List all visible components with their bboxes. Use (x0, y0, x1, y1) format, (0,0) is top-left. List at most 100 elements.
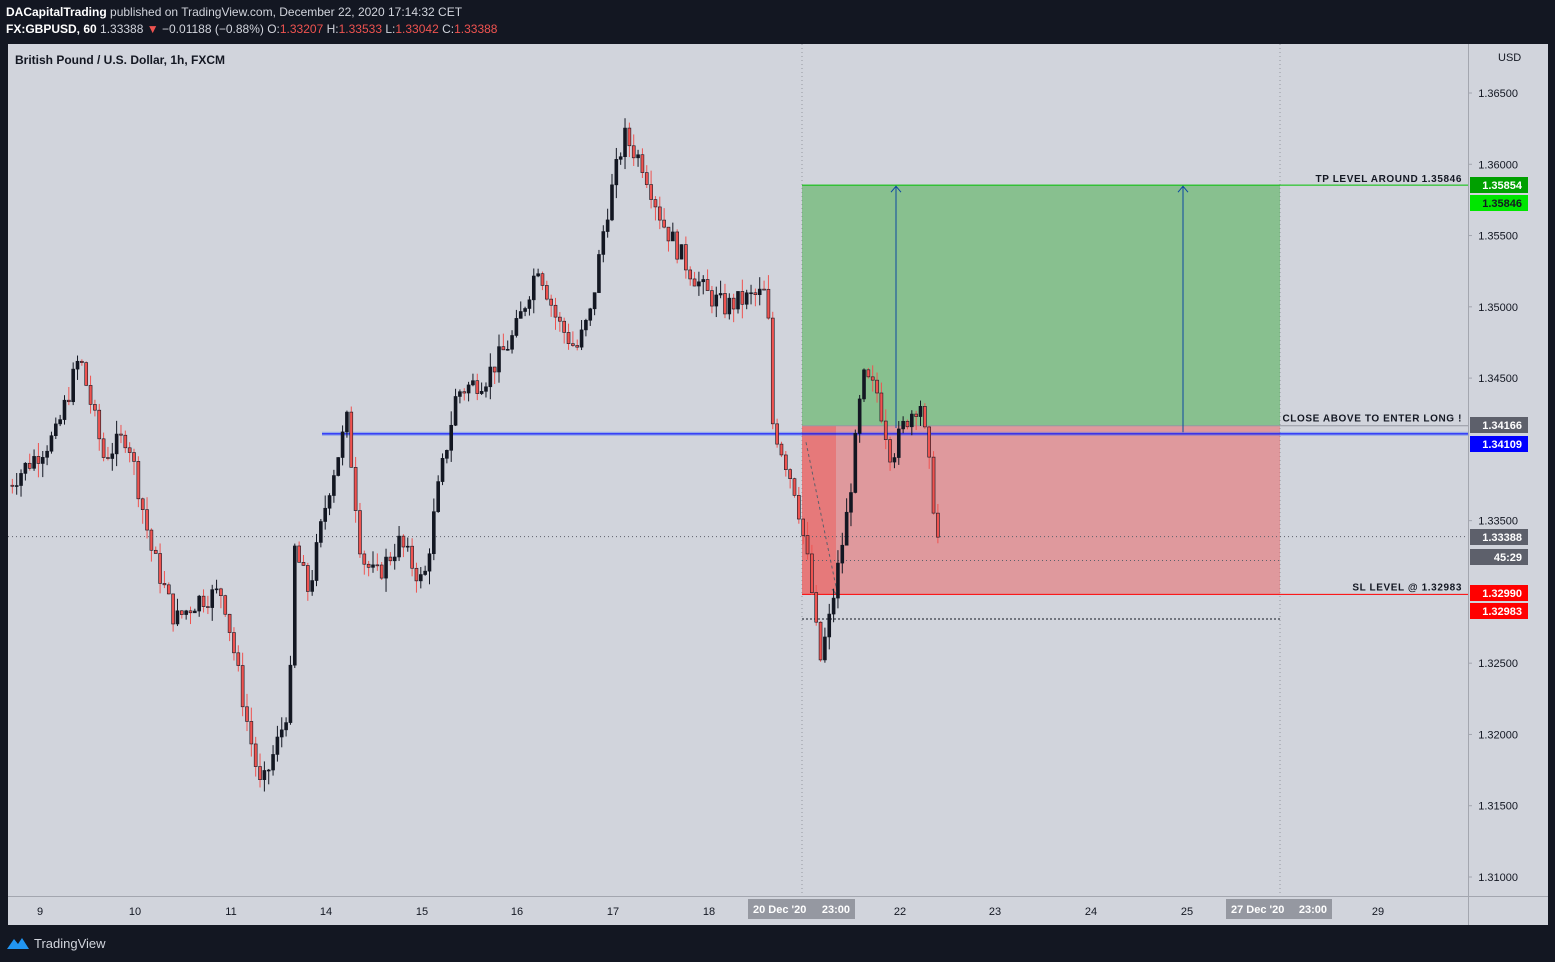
candle-body (723, 293, 727, 315)
candle-body (901, 420, 905, 430)
candle-body (236, 652, 241, 666)
candle-body (297, 545, 301, 563)
candle-body (145, 509, 149, 531)
candle-body (740, 291, 745, 305)
candle-body (392, 556, 397, 562)
currency-label: USD (1498, 52, 1522, 64)
candle-body (766, 288, 771, 319)
publisher-name[interactable]: DACapitalTrading (6, 5, 107, 19)
candle-body (336, 457, 341, 476)
candle-body (505, 348, 510, 351)
open-label: O: (267, 22, 280, 36)
axis-corner (1468, 896, 1548, 926)
candle-body (584, 319, 588, 331)
candle-body (27, 462, 32, 469)
candle-body (193, 610, 197, 614)
loss-zone-highlight (802, 425, 836, 595)
candle-body (710, 290, 714, 307)
candle-body (440, 458, 445, 482)
candle-body (53, 423, 58, 436)
candle-body (492, 366, 497, 373)
candle-body (805, 535, 810, 555)
candle-body (401, 535, 406, 548)
candle-body (823, 636, 827, 661)
symbol-ohlc: FX:GBPUSD, 60 1.33388 ▼ −0.01188 (−0.88%… (6, 22, 497, 36)
annotation-label: SL LEVEL @ 1.32983 (1352, 582, 1462, 593)
candle-body (601, 231, 606, 255)
candle-body (558, 316, 562, 322)
price-tick-label: 1.31000 (1478, 872, 1518, 884)
candle-body (271, 754, 275, 771)
time-axis[interactable] (8, 896, 1468, 926)
candle-body (427, 553, 432, 572)
publish-info: DACapitalTrading published on TradingVie… (6, 5, 462, 19)
change-value: −0.01188 (−0.88%) (162, 22, 264, 36)
candle-body (896, 428, 901, 458)
candle-body (549, 298, 553, 306)
candle-body (405, 545, 410, 548)
time-tick-label: 29 (1372, 906, 1384, 918)
candle-body (736, 291, 740, 310)
candle-body (40, 457, 45, 464)
candle-body (97, 409, 102, 440)
price-tick-label: 1.35500 (1478, 231, 1518, 243)
candle-body (875, 379, 879, 394)
brand-name[interactable]: TradingView (34, 936, 106, 951)
annotation-label: CLOSE ABOVE TO ENTER LONG ! (1282, 414, 1462, 425)
candle-body (266, 769, 271, 772)
time-highlight-label: 20 Dec '20 (753, 904, 806, 916)
candle-body (353, 467, 358, 511)
candle-body (523, 308, 527, 312)
candle-body (727, 297, 732, 315)
open-value: 1.33207 (279, 22, 324, 36)
price-label-box (1470, 417, 1528, 433)
price-label: 1.33388 (1482, 532, 1522, 544)
last-price: 1.33388 (100, 22, 144, 36)
candle-body (153, 549, 158, 554)
candle-body (80, 360, 84, 363)
candle-body (631, 145, 636, 159)
candle-body (757, 288, 762, 295)
candle-body (366, 563, 371, 568)
candle-body (810, 553, 814, 593)
candle-body (783, 454, 788, 470)
candle-body (588, 308, 593, 321)
footer-bar: TradingView (0, 925, 1555, 962)
annotation-label: TP LEVEL AROUND 1.35846 (1316, 174, 1462, 185)
price-label-box (1470, 177, 1528, 193)
candle-body (610, 184, 614, 221)
candle-body (414, 567, 419, 582)
candle-body (666, 226, 671, 242)
published-text: published on TradingView.com, December 2… (110, 5, 463, 19)
candle-body (644, 172, 649, 185)
candle-body (510, 335, 514, 350)
candle-body (101, 438, 106, 458)
candle-body (319, 521, 323, 543)
candle-body (197, 595, 201, 612)
candle-body (245, 706, 249, 722)
candle-body (527, 299, 532, 309)
candle-body (397, 535, 401, 558)
high-value: 1.33533 (338, 22, 382, 36)
time-tick-label: 16 (511, 906, 523, 918)
candle-body (831, 597, 836, 615)
candle-body (840, 544, 845, 564)
loss-zone (802, 425, 1280, 595)
candle-body (688, 269, 693, 280)
candle-body (853, 433, 858, 493)
candle-body (497, 346, 501, 373)
candle-body (45, 450, 49, 458)
target-arrow-head (890, 185, 902, 193)
candle-body (332, 475, 336, 496)
candle-body (623, 127, 627, 158)
close-value: 1.33388 (454, 22, 498, 36)
candle-body (701, 279, 706, 283)
candle-body (931, 456, 936, 514)
candle-body (253, 743, 258, 767)
candle-body (249, 721, 254, 745)
time-highlight-label: 27 Dec '20 (1231, 904, 1284, 916)
time-tick-label: 10 (129, 906, 141, 918)
candle-body (640, 154, 645, 173)
candle-body (214, 588, 219, 591)
